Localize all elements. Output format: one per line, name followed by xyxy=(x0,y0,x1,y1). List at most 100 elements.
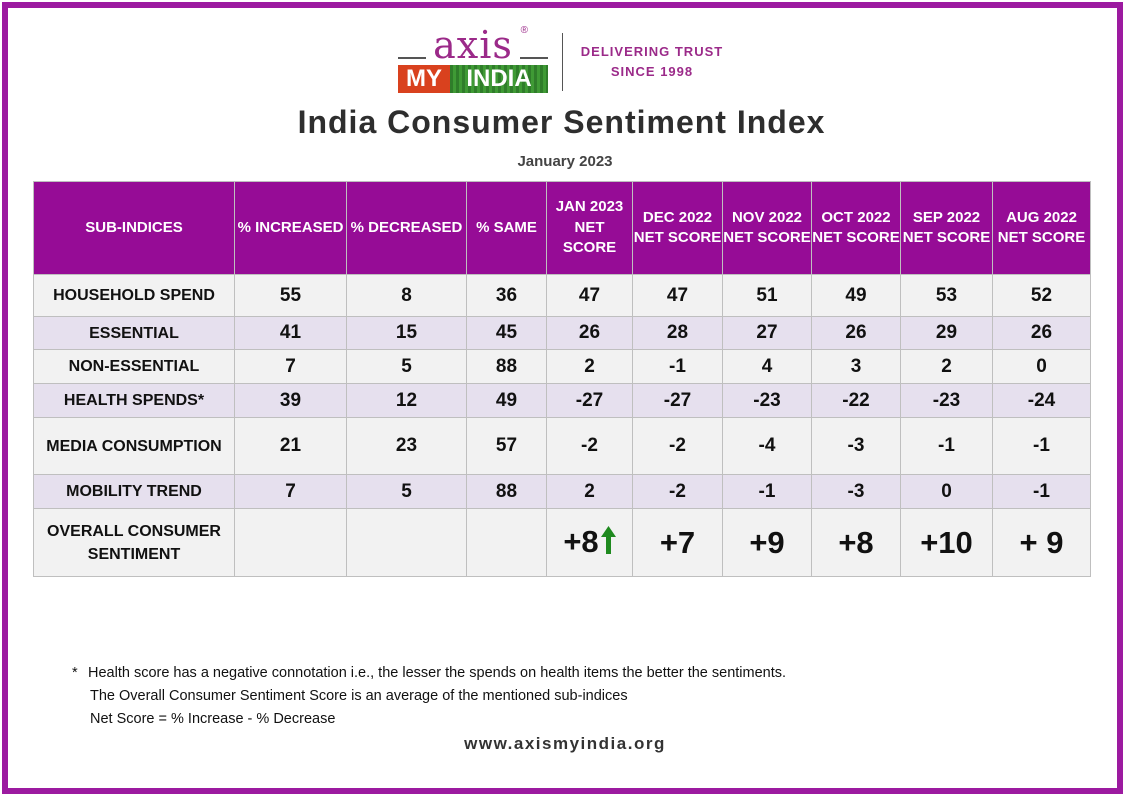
row-label: ESSENTIAL xyxy=(33,316,235,350)
logo-my: MY xyxy=(398,65,450,93)
table-cell: 2 xyxy=(546,474,633,509)
table-cell: 12 xyxy=(346,383,467,418)
row-label: MEDIA CONSUMPTION xyxy=(33,417,235,475)
table-cell: 3 xyxy=(811,349,901,384)
table-cell: 7 xyxy=(234,474,347,509)
table-cell: 45 xyxy=(466,316,547,350)
table-cell: 4 xyxy=(722,349,812,384)
table-cell: 27 xyxy=(722,316,812,350)
table-cell: -3 xyxy=(811,474,901,509)
table-cell: 5 xyxy=(346,349,467,384)
table-cell: +8 xyxy=(811,508,901,577)
table-cell xyxy=(234,508,347,577)
table-cell: 2 xyxy=(546,349,633,384)
table-row: HOUSEHOLD SPEND 55 8 36 47 47 51 49 53 5… xyxy=(33,274,1091,317)
column-header: NOV 2022 NET SCORE xyxy=(722,181,812,275)
column-header: SEP 2022 NET SCORE xyxy=(900,181,993,275)
table-cell: -2 xyxy=(632,474,723,509)
logo-india: INDIA xyxy=(450,65,548,93)
footnote-overall: The Overall Consumer Sentiment Score is … xyxy=(90,688,628,704)
table-cell: 26 xyxy=(546,316,633,350)
table-cell: 26 xyxy=(811,316,901,350)
table-cell: 0 xyxy=(900,474,993,509)
logo-tagline: DELIVERING TRUST SINCE 1998 xyxy=(580,44,724,79)
table-cell: -24 xyxy=(992,383,1091,418)
table-row-overall: OVERALL CONSUMER SENTIMENT +8 +7 +9 +8 +… xyxy=(33,508,1091,577)
page-title: India Consumer Sentiment Index xyxy=(297,104,826,140)
table-cell: -23 xyxy=(722,383,812,418)
axis-my-india-logo: axis ® MY INDIA DELIVERING TRUST SINCE 1… xyxy=(392,25,732,97)
table-cell: +10 xyxy=(900,508,993,577)
table-row: NON-ESSENTIAL 7 5 88 2 -1 4 3 2 0 xyxy=(33,349,1091,384)
table-cell: -1 xyxy=(722,474,812,509)
table-cell: -1 xyxy=(632,349,723,384)
table-cell: +9 xyxy=(722,508,812,577)
table-cell: 21 xyxy=(234,417,347,475)
table-cell: +7 xyxy=(632,508,723,577)
table-cell: -23 xyxy=(900,383,993,418)
page-subtitle: January 2023 xyxy=(517,153,613,170)
table-cell: 23 xyxy=(346,417,467,475)
column-header: JAN 2023 NET SCORE xyxy=(546,181,633,275)
row-label: MOBILITY TREND xyxy=(33,474,235,509)
column-header: AUG 2022 NET SCORE xyxy=(992,181,1091,275)
table-cell: 47 xyxy=(546,274,633,317)
table-cell xyxy=(466,508,547,577)
row-label: HEALTH SPENDS* xyxy=(33,383,235,418)
table-cell: -2 xyxy=(546,417,633,475)
table-cell: 49 xyxy=(466,383,547,418)
table-row: MOBILITY TREND 7 5 88 2 -2 -1 -3 0 -1 xyxy=(33,474,1091,509)
table-cell: 88 xyxy=(466,474,547,509)
column-header: % DECREASED xyxy=(346,181,467,275)
table-row: MEDIA CONSUMPTION 21 23 57 -2 -2 -4 -3 -… xyxy=(33,417,1091,475)
table-row: ESSENTIAL 41 15 45 26 28 27 26 29 26 xyxy=(33,316,1091,350)
table-cell: 7 xyxy=(234,349,347,384)
sentiment-table: SUB-INDICES % INCREASED % DECREASED % SA… xyxy=(33,181,1091,577)
row-label: NON-ESSENTIAL xyxy=(33,349,235,384)
table-cell: + 9 xyxy=(992,508,1091,577)
table-cell: 36 xyxy=(466,274,547,317)
row-label: OVERALL CONSUMER SENTIMENT xyxy=(33,508,235,577)
table-cell: 28 xyxy=(632,316,723,350)
table-cell: 47 xyxy=(632,274,723,317)
logo-myindia-banner: MY INDIA xyxy=(398,65,548,93)
table-row: HEALTH SPENDS* 39 12 49 -27 -27 -23 -22 … xyxy=(33,383,1091,418)
table-cell: -1 xyxy=(992,474,1091,509)
website-link[interactable]: www.axismyindia.org xyxy=(464,734,666,753)
logo-axis-wordmark: axis ® xyxy=(398,25,548,64)
column-header: DEC 2022 NET SCORE xyxy=(632,181,723,275)
table-cell: 55 xyxy=(234,274,347,317)
table-cell: -27 xyxy=(546,383,633,418)
logo-divider xyxy=(562,33,563,91)
table-cell: 8 xyxy=(346,274,467,317)
table-cell: -4 xyxy=(722,417,812,475)
table-cell: 5 xyxy=(346,474,467,509)
table-cell: 26 xyxy=(992,316,1091,350)
table-cell: -2 xyxy=(632,417,723,475)
table-cell: -22 xyxy=(811,383,901,418)
table-cell: 57 xyxy=(466,417,547,475)
row-label: HOUSEHOLD SPEND xyxy=(33,274,235,317)
table-cell: 15 xyxy=(346,316,467,350)
table-cell xyxy=(346,508,467,577)
footnote-health: * Health score has a negative connotation… xyxy=(72,665,787,681)
table-cell: 39 xyxy=(234,383,347,418)
table-cell: 52 xyxy=(992,274,1091,317)
table-cell: +8 xyxy=(546,508,633,577)
table-cell: 49 xyxy=(811,274,901,317)
overall-score-jan: +8 xyxy=(563,523,599,559)
table-cell: 53 xyxy=(900,274,993,317)
table-cell: -1 xyxy=(992,417,1091,475)
column-header: % INCREASED xyxy=(234,181,347,275)
table-cell: 51 xyxy=(722,274,812,317)
footnote-net-score: Net Score = % Increase - % Decrease xyxy=(90,711,336,727)
table-cell: 2 xyxy=(900,349,993,384)
table-cell: 88 xyxy=(466,349,547,384)
table-cell: 0 xyxy=(992,349,1091,384)
table-cell: 41 xyxy=(234,316,347,350)
column-header: OCT 2022 NET SCORE xyxy=(811,181,901,275)
column-header: SUB-INDICES xyxy=(33,181,235,275)
column-header: % SAME xyxy=(466,181,547,275)
footnotes: * Health score has a negative connotation… xyxy=(72,662,786,731)
up-arrow-icon xyxy=(600,525,616,562)
